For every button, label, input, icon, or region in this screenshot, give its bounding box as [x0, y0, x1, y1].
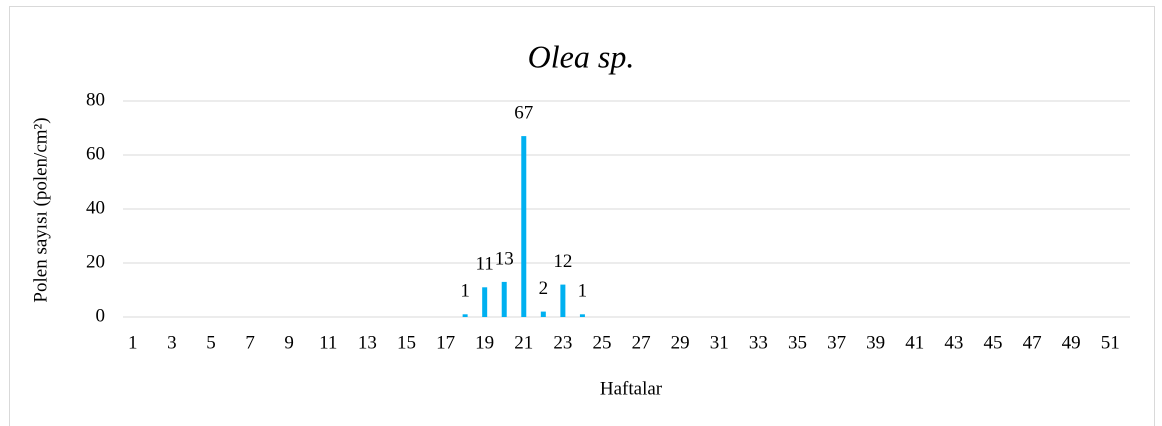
x-tick-label: 43	[944, 332, 963, 353]
x-axis-label: Haftalar	[600, 378, 663, 399]
data-label: 1	[460, 281, 470, 302]
x-tick-label: 35	[788, 332, 807, 353]
x-tick-label: 45	[983, 332, 1002, 353]
x-tick-label: 21	[514, 332, 533, 353]
data-label: 13	[495, 248, 514, 269]
chart-border	[9, 6, 1155, 426]
y-tick-label: 40	[86, 197, 105, 218]
x-tick-label: 31	[710, 332, 729, 353]
bar	[462, 314, 468, 317]
x-tick-label: 33	[749, 332, 768, 353]
bar	[579, 314, 585, 317]
x-tick-label: 5	[206, 332, 216, 353]
data-label: 11	[476, 254, 494, 275]
y-tick-label: 20	[86, 251, 105, 272]
x-tick-label: 47	[1023, 332, 1042, 353]
x-tick-label: 23	[553, 332, 572, 353]
data-label: 12	[553, 251, 572, 272]
bar	[482, 287, 488, 317]
x-tick-label: 49	[1062, 332, 1081, 353]
data-label: 1	[578, 281, 588, 302]
x-tick-label: 11	[319, 332, 337, 353]
x-tick-label: 17	[436, 332, 455, 353]
bar	[560, 284, 566, 317]
data-label: 67	[514, 102, 533, 123]
bar	[501, 281, 507, 317]
chart-title: Olea sp.	[528, 38, 635, 74]
bar	[521, 136, 527, 317]
y-tick-label: 0	[96, 305, 106, 326]
x-tick-label: 27	[632, 332, 651, 353]
y-tick-label: 80	[86, 89, 105, 110]
x-tick-label: 29	[671, 332, 690, 353]
y-axis-label: Polen sayısı (polen/cm²)	[30, 117, 51, 302]
y-tick-label: 60	[86, 143, 105, 164]
x-tick-label: 3	[167, 332, 177, 353]
data-label: 2	[539, 278, 549, 299]
x-tick-label: 1	[128, 332, 138, 353]
x-tick-label: 7	[245, 332, 255, 353]
x-tick-label: 37	[827, 332, 846, 353]
x-tick-label: 39	[866, 332, 885, 353]
x-tick-label: 13	[358, 332, 377, 353]
x-tick-label: 19	[475, 332, 494, 353]
bar	[540, 311, 546, 317]
x-tick-label: 25	[592, 332, 611, 353]
x-tick-label: 41	[905, 332, 924, 353]
x-tick-label: 9	[284, 332, 294, 353]
x-tick-label: 51	[1101, 332, 1120, 353]
x-tick-label: 15	[397, 332, 416, 353]
